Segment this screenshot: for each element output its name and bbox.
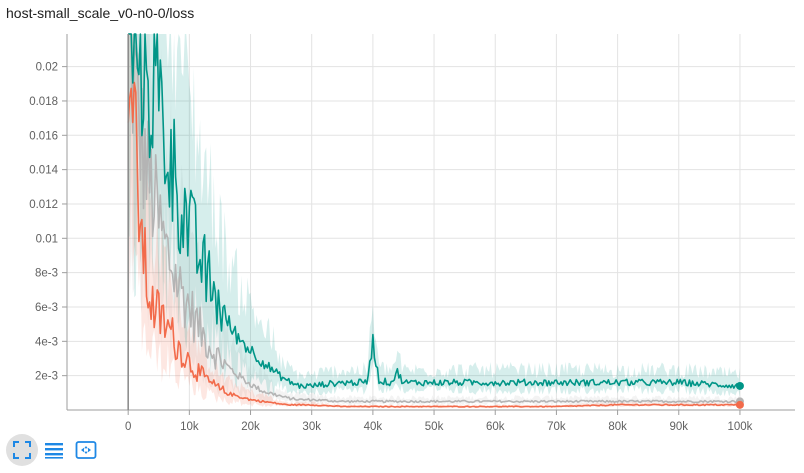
y-tick-label: 0.014 [29, 165, 58, 177]
chart-grid [67, 34, 795, 410]
x-tick-label: 30k [302, 421, 321, 433]
series-line [127, 81, 741, 408]
chart-axes [62, 34, 795, 415]
list-icon [45, 443, 63, 459]
y-tick-labels: 2e-3 4e-3 6e-3 8e-3 0.01 0.012 0.014 0.016 0.018… [29, 62, 58, 383]
fullscreen-icon [13, 441, 31, 459]
x-tick-label: 90k [669, 421, 688, 433]
series-lines [127, 33, 741, 408]
fit-domain-icon [75, 441, 97, 459]
x-tick-label: 60k [486, 421, 505, 433]
series-line [128, 33, 741, 389]
raw-band [128, 34, 740, 409]
loss-chart[interactable]: 0 10k 20k 30k 40k 50k 60k 70k 80k 90k 100k 2e-3 4e-… [0, 0, 804, 433]
series-line [128, 33, 741, 404]
fit-domain-button[interactable] [70, 434, 102, 466]
series-endpoints [735, 381, 744, 409]
fullscreen-button[interactable] [6, 434, 38, 466]
y-tick-label: 0.02 [36, 62, 58, 74]
y-tick-label: 0.01 [36, 233, 58, 245]
y-tick-label: 0.012 [29, 199, 58, 211]
x-tick-label: 50k [425, 421, 444, 433]
toggle-log-scale-button[interactable] [38, 434, 70, 466]
x-tick-label: 100k [727, 421, 752, 433]
y-tick-label: 0.018 [29, 96, 58, 108]
x-tick-label: 10k [180, 421, 199, 433]
x-tick-label: 0 [125, 421, 131, 433]
raw-band [128, 34, 740, 406]
y-tick-label: 2e-3 [35, 371, 58, 383]
chart-toolbar [6, 434, 102, 466]
series-endpoint [735, 400, 744, 409]
series-endpoint [735, 381, 744, 390]
x-tick-label: 40k [364, 421, 383, 433]
y-tick-label: 8e-3 [35, 268, 58, 280]
x-tick-label: 70k [547, 421, 566, 433]
y-tick-label: 6e-3 [35, 302, 58, 314]
x-tick-label: 80k [608, 421, 627, 433]
x-tick-labels: 0 10k 20k 30k 40k 50k 60k 70k 80k 90k 100k [125, 421, 753, 433]
y-tick-label: 4e-3 [35, 336, 58, 348]
raw-data-bands [128, 34, 740, 409]
y-tick-label: 0.016 [29, 130, 58, 142]
x-tick-label: 20k [241, 421, 260, 433]
chart-title: host-small_scale_v0-n0-0/loss [6, 5, 195, 21]
